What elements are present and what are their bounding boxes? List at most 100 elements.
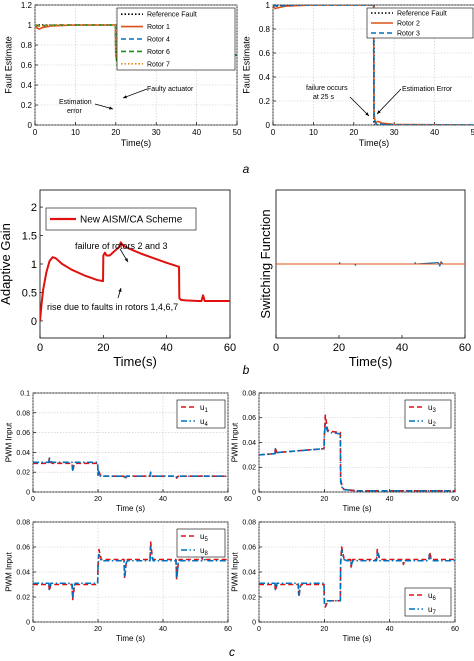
legend-label: Rotor 7 [147,61,170,68]
legend-label: u3 [428,403,436,414]
chart-c4: 0 20 40 60 0 0.02 0.04 0.06 0.08 Time (s) PWM Inpu… [231,519,459,643]
legend: u1 u4 [176,399,226,429]
legend: u3 u2 [404,399,452,429]
legend: Reference Fault Rotor 1 Rotor 4 Rotor 6 Roto… [116,7,236,71]
annotation-arrow [349,96,370,117]
x-tick-label: 50 [233,128,242,137]
y-tick-label: 0.5 [22,287,37,299]
legend-label: u1 [200,403,208,414]
y-tick-label: 0.04 [242,569,256,576]
y-tick-label: 0.06 [16,544,30,551]
y-tick-label: 0.06 [242,544,256,551]
series-u4 [33,456,228,480]
y-tick-label: 1.2 [21,1,33,10]
x-tick-label: 0 [273,342,279,354]
series-u7 [259,548,455,607]
chart-c3: 0 20 40 60 0 0.02 0.04 0.06 0.08 Time (s) PWM Inpu… [5,519,232,643]
legend-label-sub: 2 [432,422,436,428]
y-tick-label: 1 [266,1,271,10]
legend-label: u4 [200,417,208,428]
y-tick-label: 0.2 [259,97,271,106]
annotation-arrowhead [109,106,113,110]
y-tick-label: 0 [26,489,30,496]
annotation-text: Faulty actuator [147,86,194,93]
x-axis-label: Time (s) [116,634,145,643]
series-rotor-3 [273,5,474,125]
x-tick-label: 60 [224,342,236,354]
y-tick-label: 0.8 [21,41,33,50]
x-tick-label: 10 [309,128,318,137]
annotation-arrowhead [118,288,122,292]
y-tick-label: 0.04 [16,450,30,457]
x-tick-label: 60 [224,496,232,503]
y-tick-label: 1 [31,259,37,271]
annotation-text: at 25 s [313,94,335,101]
legend-label: Reference Fault [397,10,447,17]
caption-b: b [243,363,250,377]
y-tick-label: 0.08 [16,519,30,526]
legend-label: Rotor 2 [397,20,420,27]
legend-label-sub: 6 [432,596,436,602]
y-tick-label: 0.1 [20,390,30,397]
series-s2 [276,261,465,265]
annotation-text: failure of rotors 2 and 3 [75,241,168,251]
annotation-arrowhead [365,112,369,116]
x-tick-label: 20 [111,128,120,137]
annotation-arrowhead [123,95,127,99]
x-tick-label: 20 [320,496,328,503]
annotation-text: Estimation [59,99,92,106]
legend-label-sub: 3 [432,408,436,414]
legend-label: u2 [428,417,436,428]
y-axis-label: PWM Input [231,422,240,462]
legend-box [116,7,236,71]
y-tick-label: 0 [252,489,256,496]
x-tick-label: 20 [333,342,345,354]
y-tick-label: 0.04 [16,569,30,576]
y-tick-label: 0 [26,619,30,626]
y-tick-label: 0.02 [16,594,30,601]
legend-label: Rotor 3 [397,30,420,37]
legend-label: u6 [428,591,436,602]
legend-box [404,399,452,429]
legend-label: New AISM/CA Scheme [80,215,183,226]
legend-label-sub: 8 [204,551,208,557]
y-axis-label: Fault Estimate [3,36,13,94]
chart-b1: 0 20 40 60 0 0.5 1 1.5 2 Time(s) Adaptive Gain New … [0,189,236,369]
caption-c: c [229,645,235,659]
y-tick-label: 0.04 [242,440,256,447]
legend: u5 u8 [176,528,226,558]
y-tick-label: 2 [31,202,37,214]
legend: u6 u7 [404,587,452,617]
x-tick-label: 30 [152,128,161,137]
x-tick-label: 20 [94,496,102,503]
x-tick-label: 0 [37,342,43,354]
legend-label-sub: 5 [204,537,208,543]
y-tick-label: 0 [266,121,271,130]
legend-label: Reference Fault [147,12,197,19]
x-tick-label: 60 [451,496,459,503]
legend-label: u7 [428,605,436,616]
x-tick-label: 10 [71,128,80,137]
y-axis-label: PWM Input [5,551,14,591]
legend-box [176,528,226,558]
legend-label: Rotor 6 [147,49,170,56]
y-tick-label: 0 [252,619,256,626]
legend-label-sub: 7 [432,610,436,616]
legend-label: Rotor 4 [147,36,170,43]
x-tick-label: 60 [451,626,459,633]
x-tick-label: 0 [31,496,35,503]
legend-label-sub: 1 [204,408,208,414]
y-axis-label: Fault Estimate [241,36,251,94]
x-tick-label: 20 [349,128,358,137]
x-axis-label: Time(s) [359,138,389,148]
x-tick-label: 40 [161,342,173,354]
y-axis-label: Adaptive Gain [0,223,13,305]
annotation-arrow [122,88,148,99]
legend-label: Rotor 1 [147,24,170,31]
annotation-text: failure occurs [306,85,348,92]
y-axis-label: PWM Input [5,422,14,462]
x-axis-label: Time (s) [116,504,145,513]
x-axis-label: Time (s) [342,504,371,513]
series-u2 [259,423,455,492]
legend-box [45,207,197,231]
